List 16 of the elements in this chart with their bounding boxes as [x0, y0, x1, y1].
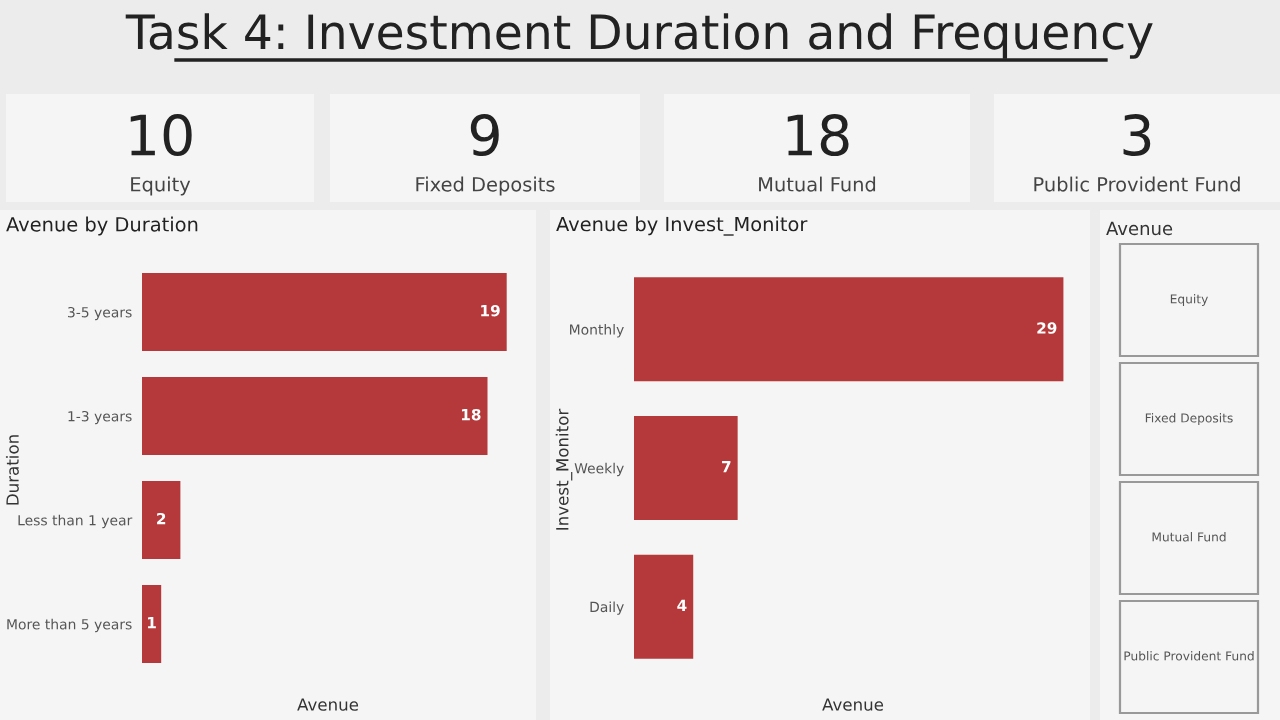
- category-label: Public Provident Fund: [1034, 176, 1240, 192]
- data-label: 9: [470, 114, 499, 157]
- data-label: 18: [787, 114, 849, 157]
- category-label: Mutual Fund: [759, 176, 876, 192]
- x-axis-title: Avenue: [822, 698, 884, 711]
- category-label: Equity: [131, 176, 191, 196]
- y-axis-title: Duration: [5, 435, 19, 505]
- y-axis-title: Invest_Monitor: [555, 408, 573, 530]
- data-label: 10: [130, 114, 192, 157]
- chart-title: Avenue by Invest_Monitor: [556, 216, 808, 236]
- data-label: 3: [1123, 114, 1151, 157]
- x-axis-title: Avenue: [297, 698, 359, 711]
- category-label: Fixed Deposits: [416, 176, 555, 196]
- text: Avenue: [1106, 221, 1173, 236]
- text: Task 4: Investment Duration and Frequency: [125, 13, 1153, 59]
- chart-title: Avenue by Duration: [6, 216, 198, 236]
